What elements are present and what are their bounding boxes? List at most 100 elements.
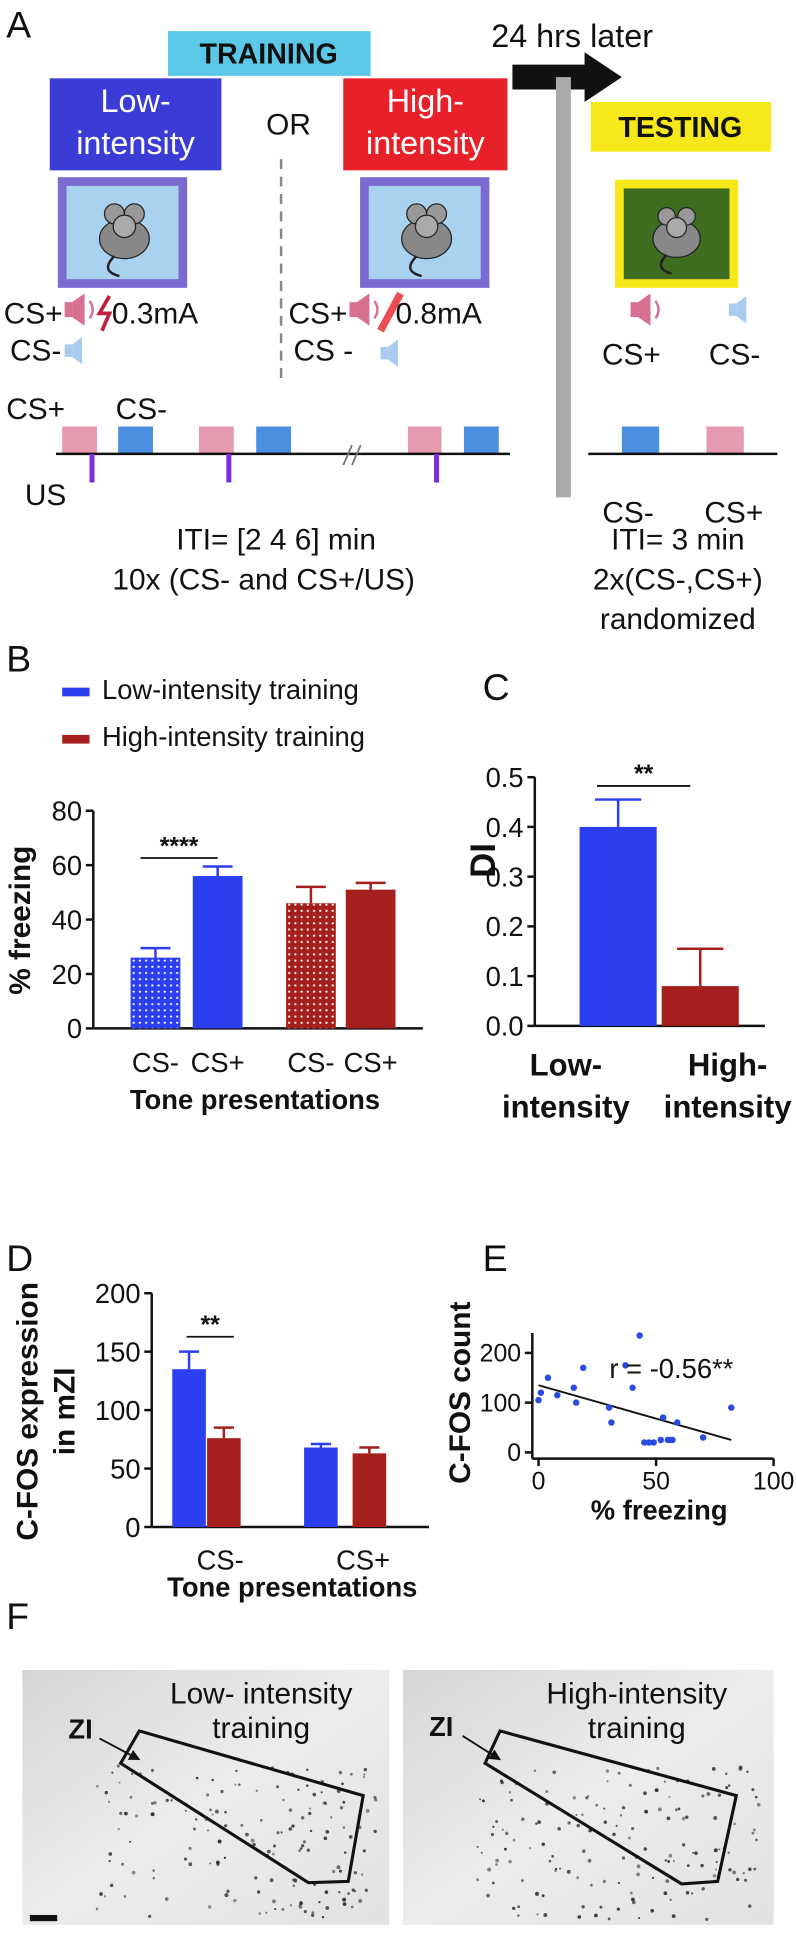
cell-dot (599, 1905, 603, 1909)
cell-dot (672, 1859, 675, 1862)
cell-dot (347, 1892, 350, 1895)
cell-dot (657, 1807, 662, 1812)
cell-dot (188, 1862, 193, 1867)
y-tick-label: 0.2 (486, 911, 524, 942)
cell-dot (669, 1898, 672, 1902)
us-label: US (25, 479, 66, 512)
cell-dot (557, 1826, 561, 1831)
cell-dot (744, 1878, 748, 1882)
bar (207, 1438, 241, 1527)
cell-dot (595, 1803, 599, 1807)
cell-dot (508, 1859, 512, 1864)
cell-dot (104, 1790, 109, 1795)
panel-f: F ZI ZI Low- intensity training High-inte… (6, 1595, 774, 1925)
cell-dot (685, 1891, 690, 1895)
cell-dot (747, 1904, 752, 1908)
cell-dot (738, 1767, 743, 1771)
cell-dot (151, 1801, 154, 1805)
cell-dot (358, 1898, 363, 1903)
y-tick-label: 0.1 (486, 961, 524, 992)
cell-dot (606, 1780, 609, 1783)
cell-dot (663, 1891, 668, 1896)
cell-dot (324, 1890, 329, 1894)
cell-dot (668, 1853, 673, 1858)
y-tick-label: 100 (95, 1395, 141, 1426)
point (605, 1404, 613, 1411)
cell-dot (615, 1824, 618, 1828)
cell-dot (214, 1809, 219, 1814)
cell-dot (362, 1775, 366, 1779)
cell-dot (235, 1769, 238, 1772)
point (622, 1362, 629, 1369)
cell-dot (320, 1791, 323, 1794)
cell-dot (664, 1859, 668, 1862)
cell-dot (292, 1878, 296, 1882)
cell-dot (627, 1836, 631, 1840)
cell-dot (306, 1848, 310, 1852)
cell-dot (223, 1856, 227, 1860)
cell-dot (341, 1782, 344, 1786)
point (535, 1396, 542, 1404)
cell-dot (612, 1832, 616, 1837)
training-box (167, 31, 371, 76)
cell-dot (705, 1917, 709, 1921)
cell-dot (567, 1821, 571, 1825)
region-label: ZI (68, 1713, 92, 1744)
cell-dot (551, 1854, 555, 1858)
cell-dot (621, 1806, 626, 1810)
cell-dot (274, 1908, 277, 1911)
cell-dot (651, 1876, 655, 1880)
y-tick-label: 0.0 (486, 1011, 524, 1042)
speaker-minus (64, 336, 83, 365)
cell-dot (238, 1783, 241, 1786)
cell-dot (541, 1842, 545, 1847)
cell-dot (258, 1912, 262, 1915)
cell-dot (259, 1818, 263, 1822)
cell-dot (537, 1820, 541, 1824)
cell-dot (311, 1911, 315, 1915)
high-title: High-intensity (366, 83, 485, 161)
speaker-plus (349, 293, 379, 326)
cell-dot (233, 1898, 237, 1903)
test-order: CS- (602, 496, 653, 529)
y-tick-label: 0 (125, 1512, 140, 1543)
y-tick-label: 60 (52, 850, 82, 881)
cell-dot (603, 1807, 606, 1810)
cell-dot (751, 1831, 755, 1835)
cell-dot (281, 1907, 285, 1911)
cs-minus: CS - (294, 335, 354, 368)
cell-dot (338, 1869, 342, 1873)
cell-dot (192, 1827, 196, 1831)
cell-dot (95, 1907, 99, 1911)
cell-dot (706, 1792, 711, 1796)
cell-dot (184, 1809, 187, 1812)
cell-dot (111, 1771, 114, 1774)
speaker-plus (64, 293, 94, 326)
cell-dot (667, 1860, 671, 1863)
low-box (49, 78, 222, 171)
cell-dot (150, 1812, 155, 1817)
cell-dot (164, 1897, 169, 1901)
cell-dot (486, 1893, 490, 1898)
cell-dot (362, 1849, 366, 1853)
cell-dot (312, 1792, 317, 1797)
cell-dot (577, 1915, 581, 1919)
cell-dot (691, 1892, 694, 1895)
x-tick-label: CS+ (344, 1047, 398, 1078)
bar (352, 1453, 387, 1527)
cell-dot (308, 1811, 312, 1816)
x-tick-label: CS+ (191, 1047, 245, 1078)
zi-outline (118, 1729, 365, 1885)
bar (130, 957, 181, 1029)
cell-dot (121, 1862, 124, 1866)
cell-dot (616, 1907, 620, 1911)
or-text: OR (266, 108, 311, 141)
cell-dot (209, 1862, 212, 1865)
cell-dot (621, 1856, 626, 1860)
cell-dot (701, 1887, 705, 1891)
cell-dot (713, 1816, 718, 1821)
point (629, 1384, 636, 1391)
x-tick-label: 100 (753, 1468, 794, 1496)
point (657, 1436, 665, 1444)
cell-dot (521, 1879, 524, 1882)
